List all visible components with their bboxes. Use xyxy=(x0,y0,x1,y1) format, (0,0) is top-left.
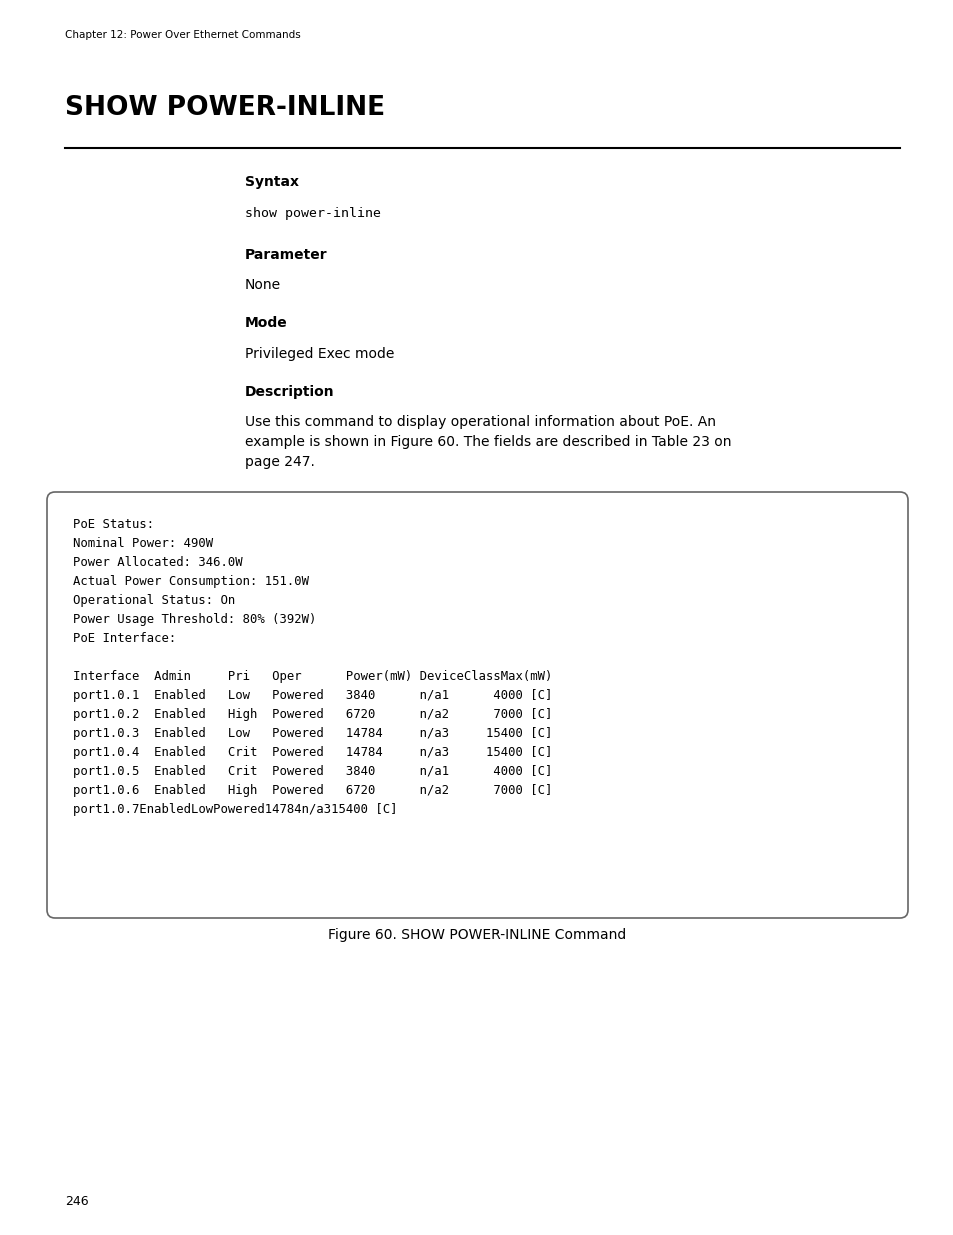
Text: Power Usage Threshold: 80% (392W): Power Usage Threshold: 80% (392W) xyxy=(73,613,316,626)
Text: port1.0.3  Enabled   Low   Powered   14784     n/a3     15400 [C]: port1.0.3 Enabled Low Powered 14784 n/a3… xyxy=(73,727,552,740)
Text: port1.0.2  Enabled   High  Powered   6720      n/a2      7000 [C]: port1.0.2 Enabled High Powered 6720 n/a2… xyxy=(73,708,552,721)
Text: Privileged Exec mode: Privileged Exec mode xyxy=(245,347,394,361)
Text: SHOW POWER-INLINE: SHOW POWER-INLINE xyxy=(65,95,385,121)
Text: Chapter 12: Power Over Ethernet Commands: Chapter 12: Power Over Ethernet Commands xyxy=(65,30,300,40)
Text: show power-inline: show power-inline xyxy=(245,207,380,220)
Text: port1.0.5  Enabled   Crit  Powered   3840      n/a1      4000 [C]: port1.0.5 Enabled Crit Powered 3840 n/a1… xyxy=(73,764,552,778)
Text: Syntax: Syntax xyxy=(245,175,298,189)
Text: Power Allocated: 346.0W: Power Allocated: 346.0W xyxy=(73,556,242,569)
Text: None: None xyxy=(245,278,281,291)
Text: Mode: Mode xyxy=(245,316,288,330)
Text: Nominal Power: 490W: Nominal Power: 490W xyxy=(73,537,213,550)
Text: Parameter: Parameter xyxy=(245,248,327,262)
Text: Figure 60. SHOW POWER-INLINE Command: Figure 60. SHOW POWER-INLINE Command xyxy=(328,927,625,942)
Text: example is shown in Figure 60. The fields are described in Table 23 on: example is shown in Figure 60. The field… xyxy=(245,435,731,450)
Text: Interface  Admin     Pri   Oper      Power(mW) DeviceClassMax(mW): Interface Admin Pri Oper Power(mW) Devic… xyxy=(73,671,552,683)
Text: port1.0.6  Enabled   High  Powered   6720      n/a2      7000 [C]: port1.0.6 Enabled High Powered 6720 n/a2… xyxy=(73,784,552,797)
Text: Operational Status: On: Operational Status: On xyxy=(73,594,235,606)
Text: Description: Description xyxy=(245,385,335,399)
Text: port1.0.1  Enabled   Low   Powered   3840      n/a1      4000 [C]: port1.0.1 Enabled Low Powered 3840 n/a1 … xyxy=(73,689,552,701)
Text: port1.0.7EnabledLowPowered14784n/a315400 [C]: port1.0.7EnabledLowPowered14784n/a315400… xyxy=(73,803,397,816)
FancyBboxPatch shape xyxy=(47,492,907,918)
Text: Actual Power Consumption: 151.0W: Actual Power Consumption: 151.0W xyxy=(73,576,309,588)
Text: Use this command to display operational information about PoE. An: Use this command to display operational … xyxy=(245,415,716,429)
Text: 246: 246 xyxy=(65,1195,89,1208)
Text: page 247.: page 247. xyxy=(245,454,314,469)
Text: PoE Status:: PoE Status: xyxy=(73,517,154,531)
Text: port1.0.4  Enabled   Crit  Powered   14784     n/a3     15400 [C]: port1.0.4 Enabled Crit Powered 14784 n/a… xyxy=(73,746,552,760)
Text: PoE Interface:: PoE Interface: xyxy=(73,632,176,645)
